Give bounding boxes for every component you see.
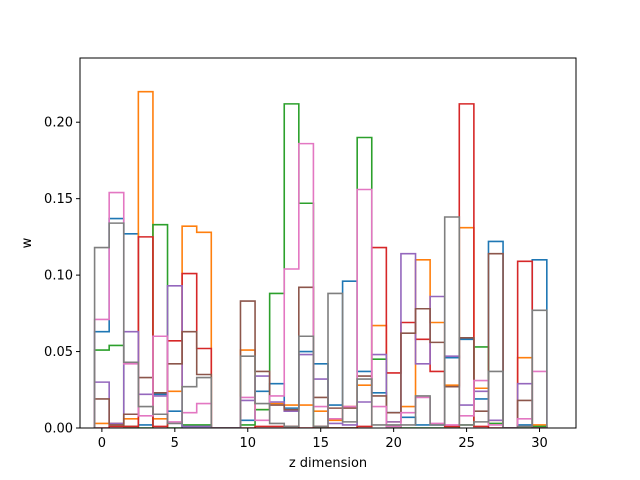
plot-frame bbox=[79, 57, 577, 429]
x-axis-label: z dimension bbox=[289, 456, 367, 471]
x-tick-label: 30 bbox=[531, 436, 548, 451]
series-6-step-line bbox=[93, 142, 548, 428]
series-4-step-line bbox=[93, 252, 547, 428]
y-tick-label: 0.20 bbox=[44, 116, 73, 131]
x-tick-label: 0 bbox=[98, 436, 106, 451]
series-group bbox=[93, 90, 548, 428]
x-axis-ticks: 0 5 10 15 20 25 30 bbox=[98, 428, 548, 451]
y-tick-label: 0.15 bbox=[44, 192, 73, 207]
x-tick-label: 25 bbox=[458, 436, 475, 451]
x-tick-label: 10 bbox=[239, 436, 256, 451]
y-axis-ticks: 0.00 0.05 0.10 0.15 0.20 bbox=[44, 116, 80, 437]
plot-area bbox=[79, 57, 577, 429]
y-tick-label: 0.00 bbox=[44, 422, 73, 437]
x-tick-label: 20 bbox=[385, 436, 402, 451]
x-tick-label: 5 bbox=[171, 436, 179, 451]
x-tick-label: 15 bbox=[312, 436, 329, 451]
series-1-step-line bbox=[93, 90, 548, 428]
series-5-step-line bbox=[93, 252, 547, 428]
series-7-step-line bbox=[93, 216, 548, 428]
y-tick-label: 0.05 bbox=[44, 345, 73, 360]
y-tick-label: 0.10 bbox=[44, 269, 73, 284]
y-axis-label: w bbox=[20, 237, 35, 248]
